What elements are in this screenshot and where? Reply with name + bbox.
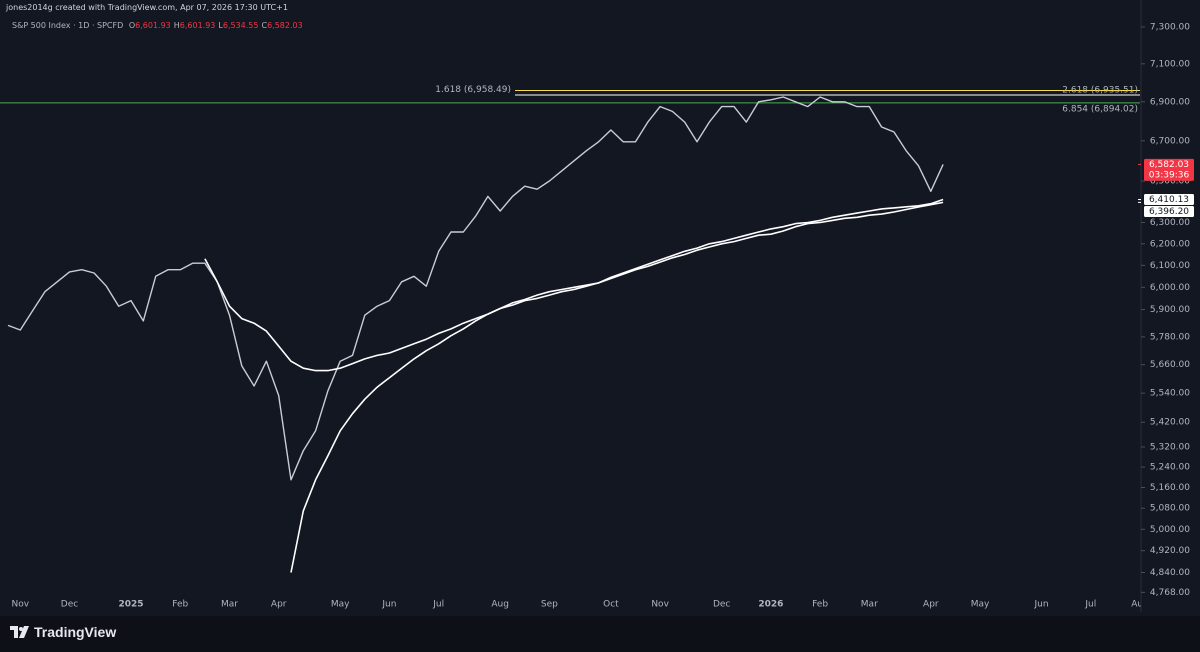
y-tick-label: 5,320.00 xyxy=(1150,442,1190,452)
logo-text: TradingView xyxy=(34,624,117,640)
symbol-title: S&P 500 Index · 1D · SPCFD xyxy=(12,21,124,30)
price-line xyxy=(7,96,944,481)
x-tick-label: Mar xyxy=(221,600,238,610)
x-tick-label: Jul xyxy=(1084,600,1096,610)
ohlc-value: 6,582.03 xyxy=(267,21,303,30)
legend: S&P 500 Index · 1D · SPCFD O6,601.93 H6,6… xyxy=(12,21,303,30)
x-tick-label: Feb xyxy=(812,600,828,610)
x-tick-label: 2025 xyxy=(119,600,144,610)
x-tick-label: Aug xyxy=(1131,600,1149,610)
price-tag-label: 6,582.03 xyxy=(1149,160,1189,170)
x-tick-label: Sep xyxy=(541,600,558,610)
x-tick-label: Aug xyxy=(491,600,509,610)
y-tick-label: 6,500.00 xyxy=(1150,177,1190,187)
credit: jones2014g created with TradingView.com,… xyxy=(6,3,288,12)
chart: Nov Dec 2025 Feb Mar Apr May Jun Jul Aug Sep Oct Nov… xyxy=(0,0,1194,612)
ohlc-value: 6,601.93 xyxy=(135,21,171,30)
y-tick-label: 7,300.00 xyxy=(1150,22,1190,32)
ohlc-key: L xyxy=(218,21,223,30)
x-tick-label: Nov xyxy=(651,600,669,610)
y-tick-label: 6,000.00 xyxy=(1150,283,1190,293)
y-tick-label: 5,160.00 xyxy=(1150,483,1190,493)
price-tag xyxy=(1144,158,1194,181)
ohlc-value: 6,601.93 xyxy=(179,21,216,30)
ohlc-value: 6,534.55 xyxy=(222,21,259,30)
price-tag xyxy=(1144,206,1194,218)
ohlc-key: O xyxy=(128,21,136,30)
y-tick-label: 5,240.00 xyxy=(1150,463,1190,473)
x-tick-label: May xyxy=(331,600,350,610)
y-tick-label: 6,900.00 xyxy=(1150,97,1190,107)
y-tick-label: 4,840.00 xyxy=(1150,568,1190,578)
y-tick-label: 5,780.00 xyxy=(1150,332,1190,342)
x-tick-label: Oct xyxy=(603,600,619,610)
y-tick-label: 5,420.00 xyxy=(1150,418,1190,428)
level-label: 1.618 (6,958.49) xyxy=(435,85,511,95)
y-tick-label: 6,200.00 xyxy=(1150,239,1190,249)
y-tick-label: 4,920.00 xyxy=(1150,546,1190,556)
x-tick-label: Jun xyxy=(1034,600,1049,610)
logo: TradingView xyxy=(10,624,116,640)
x-tick-label: May xyxy=(971,600,990,610)
price-tag-label: 6,410.13 xyxy=(1149,195,1189,205)
x-tick-label: Nov xyxy=(12,600,30,610)
y-tick-label: 5,080.00 xyxy=(1150,504,1190,514)
x-tick-label: Mar xyxy=(861,600,878,610)
price-tag-label: 6,396.20 xyxy=(1149,207,1189,217)
y-tick-label: 6,300.00 xyxy=(1150,218,1190,228)
y-tick-label: 5,000.00 xyxy=(1150,525,1190,535)
ohlc-key: H xyxy=(173,21,180,30)
price-tag-countdown: 03:39:36 xyxy=(1149,170,1190,180)
footer: TradingView xyxy=(0,616,1200,652)
moving-average xyxy=(290,201,944,573)
y-tick-label: 6,700.00 xyxy=(1150,136,1190,146)
moving-average xyxy=(204,198,944,372)
ohlc-key: C xyxy=(261,21,268,30)
ohlc: O6,601.93 H6,601.93 L6,534.55 C6,582.03 xyxy=(126,21,303,30)
y-tick-label: 4,768.00 xyxy=(1150,588,1190,598)
x-tick-label: Apr xyxy=(271,600,287,610)
x-tick-label: Dec xyxy=(61,600,78,610)
y-tick-label: 7,100.00 xyxy=(1150,59,1190,69)
x-tick-label: Jun xyxy=(381,600,396,610)
x-tick-label: Feb xyxy=(172,600,188,610)
price-tag xyxy=(1144,194,1194,206)
x-tick-label: Jul xyxy=(432,600,444,610)
level-label: 6.854 (6,894.02) xyxy=(1062,104,1138,114)
x-tick-label: Dec xyxy=(713,600,730,610)
x-tick-label: 2026 xyxy=(758,600,783,610)
logo-icon xyxy=(10,626,29,638)
level-label: 2.618 (6,935.51) xyxy=(1062,85,1138,95)
y-tick-label: 5,540.00 xyxy=(1150,389,1190,399)
y-tick-label: 6,100.00 xyxy=(1150,261,1190,271)
y-tick-label: 5,660.00 xyxy=(1150,360,1190,370)
plot-area: Nov Dec 2025 Feb Mar Apr May Jun Jul Aug Sep Oct Nov… xyxy=(0,85,1149,610)
x-tick-label: Apr xyxy=(923,600,939,610)
y-tick-label: 5,900.00 xyxy=(1150,305,1190,315)
